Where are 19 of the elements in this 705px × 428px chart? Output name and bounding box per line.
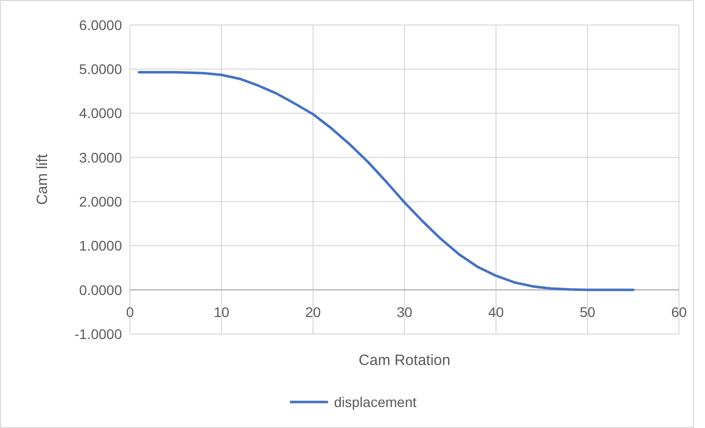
x-tick-label: 0 — [126, 304, 134, 320]
y-tick-label: 5.0000 — [79, 61, 122, 78]
y-tick-label: 2.0000 — [79, 193, 122, 210]
x-tick-label: 60 — [671, 304, 687, 320]
y-tick-label: 3.0000 — [79, 149, 122, 166]
line-series — [138, 70, 634, 292]
y-tick-label: 6.0000 — [79, 16, 122, 33]
y-tick-label: 4.0000 — [79, 105, 122, 122]
x-axis-title: Cam Rotation — [358, 352, 450, 369]
y-axis-title: Cam lift — [34, 153, 51, 205]
x-tick-label: 30 — [396, 304, 412, 320]
x-tick-label: 10 — [214, 304, 230, 320]
x-tick-label: 20 — [305, 304, 321, 320]
x-tick-label: 50 — [580, 304, 596, 320]
y-tick-label: 0.0000 — [79, 282, 122, 298]
y-tick-label: -1.0000 — [74, 326, 122, 342]
legend-label: displacement — [334, 394, 417, 410]
y-tick-label: 1.0000 — [79, 238, 122, 254]
x-tick-label: 40 — [488, 304, 504, 320]
